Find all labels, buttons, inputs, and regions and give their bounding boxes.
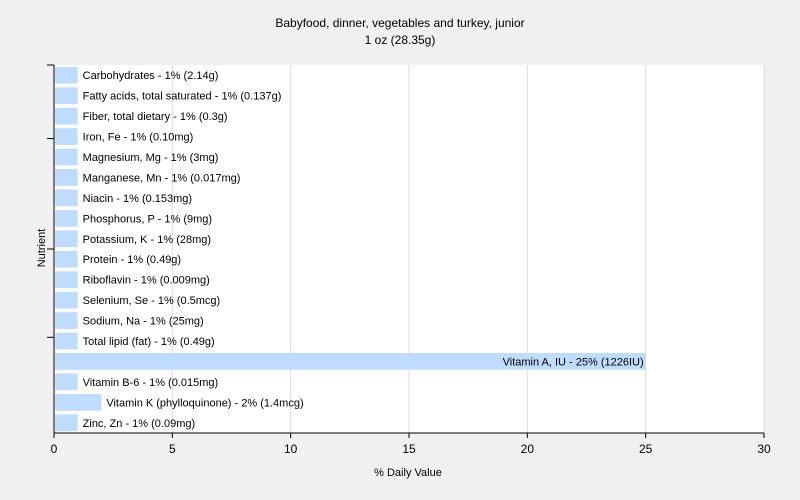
grid-lines <box>171 65 765 433</box>
bar-label: Fatty acids, total saturated - 1% (0.137… <box>83 91 282 103</box>
chart-title: Babyfood, dinner, vegetables and turkey,… <box>275 16 524 30</box>
bar <box>55 250 78 268</box>
x-tick-label: 10 <box>284 442 298 456</box>
bars: Carbohydrates - 1% (2.14g) Fatty acids, t… <box>55 66 646 432</box>
bar-label: Total lipid (fat) - 1% (0.49g) <box>83 336 215 348</box>
x-tick-label: 25 <box>639 442 653 456</box>
bar-label: Riboflavin - 1% (0.009mg) <box>83 275 210 287</box>
bar <box>55 393 102 411</box>
bar <box>55 271 78 289</box>
chart-subtitle: 1 oz (28.35g) <box>365 33 436 47</box>
x-tick-label: 15 <box>402 442 416 456</box>
x-tick-label: 5 <box>169 442 176 456</box>
x-tick-label: 30 <box>757 442 771 456</box>
x-tick-label: 20 <box>521 442 535 456</box>
bar <box>55 128 78 145</box>
bar <box>55 169 78 186</box>
bar <box>55 373 78 391</box>
bar-label: Potassium, K - 1% (28mg) <box>83 234 211 246</box>
bar-label: Sodium, Na - 1% (25mg) <box>83 316 204 328</box>
bar <box>55 209 78 227</box>
bar <box>55 353 646 370</box>
bar <box>55 291 78 309</box>
bar-label: Phosphorus, P - 1% (9mg) <box>83 213 212 225</box>
bar-label: Protein - 1% (0.49g) <box>83 254 181 266</box>
bar <box>55 107 78 125</box>
bar <box>55 66 78 84</box>
bar-label: Iron, Fe - 1% (0.10mg) <box>83 132 194 144</box>
bar <box>55 148 78 166</box>
x-tick-label: 0 <box>51 442 58 456</box>
bar-label: Manganese, Mn - 1% (0.017mg) <box>83 172 241 184</box>
y-axis-title: Nutrient <box>36 229 48 268</box>
bar-label: Vitamin A, IU - 25% (1226IU) <box>503 356 644 368</box>
bar <box>55 87 78 105</box>
bar-label: Vitamin B-6 - 1% (0.015mg) <box>83 377 219 389</box>
bar-label: Niacin - 1% (0.153mg) <box>83 193 192 205</box>
bar <box>55 332 78 350</box>
bar-label: Fiber, total dietary - 1% (0.3g) <box>83 111 228 123</box>
bar <box>55 230 78 248</box>
bar-label: Carbohydrates - 1% (2.14g) <box>83 70 219 82</box>
bar-label: Magnesium, Mg - 1% (3mg) <box>83 152 219 164</box>
axes: 0 5 10 15 20 25 30 <box>47 64 771 456</box>
bar-label: Vitamin K (phylloquinone) - 2% (1.4mcg) <box>106 397 303 409</box>
x-axis-title: % Daily Value <box>374 467 442 479</box>
bar <box>55 414 78 432</box>
bar <box>55 312 78 329</box>
bar-label: Zinc, Zn - 1% (0.09mg) <box>83 418 195 430</box>
bar <box>55 189 78 207</box>
bar-label: Selenium, Se - 1% (0.5mcg) <box>83 295 221 307</box>
